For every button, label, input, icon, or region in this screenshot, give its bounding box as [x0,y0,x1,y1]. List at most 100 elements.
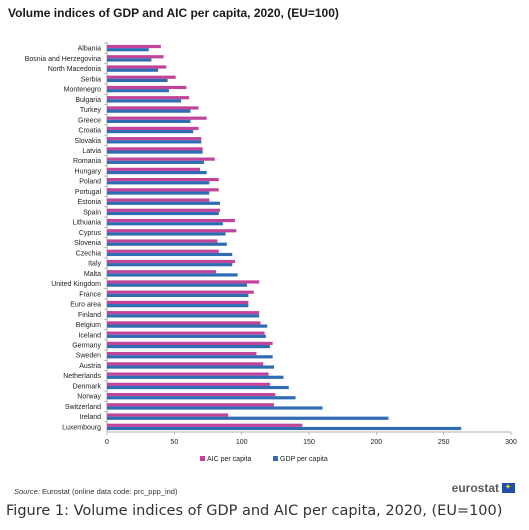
bar-gdp [107,314,260,318]
bar-aic [107,311,260,315]
bar-aic [107,126,199,131]
bar-aic [107,392,276,397]
category-label: Denmark [73,383,102,390]
bar-gdp [107,304,249,308]
chart-title: Volume indices of GDP and AIC per capita… [8,6,339,20]
bar-aic [107,352,257,356]
bar-gdp [107,396,296,400]
bar-aic [107,321,261,325]
bar-aic [107,85,187,90]
category-label: Finland [78,312,101,319]
category-label: Slovenia [74,240,101,247]
legend-label-aic: AIC per capita [207,456,251,463]
bar-gdp [107,78,168,83]
category-label: Switzerland [65,404,101,411]
bar-aic [107,249,219,253]
category-label: Austria [79,363,101,370]
logo-text: eurostat [451,481,499,495]
bar-gdp [107,273,238,277]
bar-aic [107,362,264,366]
source-label: Source: [14,487,40,496]
category-label: Sweden [76,353,101,360]
category-label: Belgium [76,322,101,329]
category-label: Poland [79,179,101,186]
x-tick-label: 300 [505,439,517,446]
category-label: Norway [77,394,101,401]
category-label: Czechia [76,250,101,257]
category-label: Albania [78,46,101,53]
bar-gdp [107,283,248,287]
bar-gdp [107,365,274,369]
bar-gdp [107,130,194,134]
bar-aic [107,75,176,79]
bar-aic [107,96,190,100]
bar-gdp [107,232,226,236]
bar-aic [107,300,249,305]
category-label: Spain [83,209,101,216]
x-tick-label: 100 [236,439,248,446]
bar-gdp [107,191,210,195]
x-tick-label: 250 [438,439,450,446]
bar-gdp [107,58,152,62]
bar-aic [107,65,167,69]
category-label: Greece [78,117,101,124]
legend-label-gdp: GDP per capita [280,456,328,463]
category-label: Malta [84,271,101,278]
category-label: North Macedonia [48,66,101,73]
bar-gdp [107,334,266,338]
category-label: United Kingdom [51,281,101,288]
bar-chart: Albania Bosnia and Herzegovina North Maced… [25,42,517,463]
bar-gdp [107,355,273,359]
bar-aic [107,229,237,233]
bar-aic [107,270,217,274]
category-label: Netherlands [63,373,101,380]
category-label: Italy [88,261,101,268]
category-label: Portugal [75,189,102,196]
x-tick-label: 50 [170,439,178,446]
legend-swatch-aic [200,456,205,461]
bar-gdp [107,324,268,328]
category-label: Bulgaria [75,97,101,104]
bar-aic [107,239,218,243]
figure-caption: Figure 1: Volume indices of GDP and AIC … [6,503,503,519]
bar-gdp [107,426,462,431]
bar-aic [107,137,202,141]
bar-aic [107,280,260,284]
bar-aic [107,218,235,223]
bar-gdp [107,293,249,298]
bar-gdp [107,109,191,113]
category-label: Hungary [75,168,102,175]
bar-gdp [107,385,289,390]
source-note: Source: Eurostat (online data code: prc_… [14,487,177,496]
category-label: Cyprus [79,230,102,237]
category-label: Croatia [78,128,101,135]
bar-gdp [107,416,389,420]
category-label: Bosnia and Herzegovina [25,56,101,63]
bar-gdp [107,119,191,123]
bar-gdp [107,170,207,175]
x-tick-label: 150 [303,439,315,446]
bar-aic [107,208,221,212]
bar-gdp [107,89,169,93]
bar-aic [107,198,210,202]
x-tick-label: 0 [105,439,109,446]
category-label: Ireland [80,414,102,421]
bar-aic [107,403,274,407]
eurostat-logo: eurostat [452,481,515,495]
category-label: Serbia [81,76,101,83]
bar-gdp [107,263,233,267]
bar-aic [107,423,303,427]
bar-aic [107,55,164,59]
bar-aic [107,44,161,49]
bar-gdp [107,181,210,185]
bar-aic [107,157,215,161]
bar-gdp [107,68,159,72]
category-label: Latvia [82,148,101,155]
bar-gdp [107,140,202,144]
bar-gdp [107,201,221,205]
bar-aic [107,147,203,151]
category-label: Lithuania [73,220,102,227]
bar-gdp [107,99,182,103]
bar-aic [107,341,273,345]
bar-gdp [107,242,227,246]
